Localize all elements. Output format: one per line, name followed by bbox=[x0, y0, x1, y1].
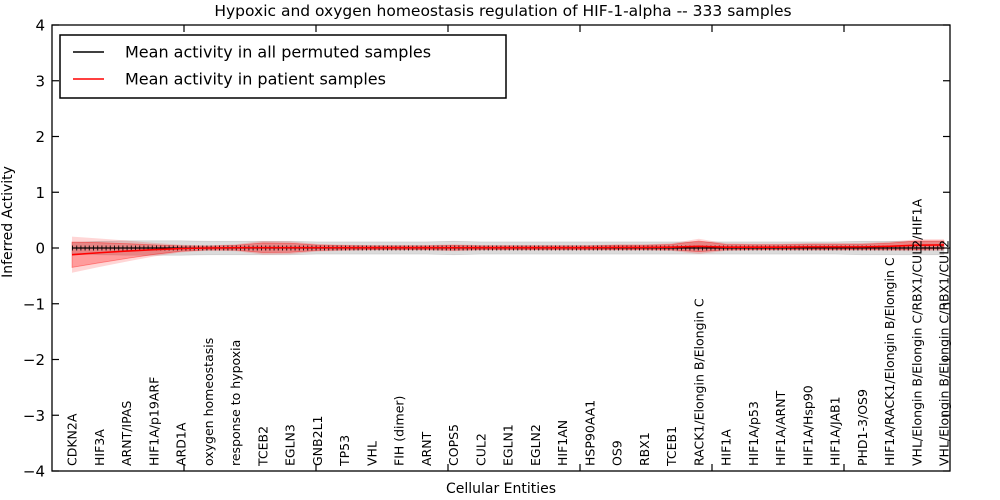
patient-outer-band bbox=[72, 236, 944, 273]
x-tick-label: ARD1A bbox=[174, 422, 189, 466]
y-axis-label: Inferred Activity bbox=[0, 166, 16, 278]
x-tick-label: VHL bbox=[364, 441, 379, 466]
x-tick-label: COPS5 bbox=[446, 424, 461, 466]
x-tick-label: TCEB1 bbox=[664, 426, 679, 467]
x-axis-label: Cellular Entities bbox=[446, 481, 556, 497]
axis-ticks bbox=[52, 24, 950, 472]
x-tick-label: VHL/Elongin B/Elongin C/RBX1/CUL2 bbox=[937, 240, 952, 466]
x-tick-label: HIF1A bbox=[719, 429, 734, 466]
mean-lines bbox=[71, 244, 945, 256]
x-tick-label: FIH (dimer) bbox=[392, 396, 407, 466]
x-tick-label: ARNT bbox=[419, 431, 434, 466]
x-tick-label: HIF1AN bbox=[555, 420, 570, 466]
y-tick-label: 2 bbox=[35, 128, 45, 146]
y-tick-label: 1 bbox=[35, 184, 45, 202]
x-tick-label: CUL2 bbox=[473, 433, 488, 466]
x-tick-label: response to hypoxia bbox=[228, 340, 243, 466]
y-tick-label: −2 bbox=[23, 351, 45, 369]
chart-title: Hypoxic and oxygen homeostasis regulatio… bbox=[214, 2, 791, 20]
x-tick-label: HIF1A/p53 bbox=[746, 401, 761, 466]
patient-mean-line bbox=[71, 244, 945, 256]
y-tick-label: −3 bbox=[23, 407, 45, 425]
y-tick-labels: 4 3 2 1 0 −1 −2 −3 −4 bbox=[23, 17, 45, 481]
x-tick-label: TCEB2 bbox=[255, 426, 270, 467]
x-tick-label: TP53 bbox=[337, 435, 352, 467]
x-tick-label: EGLN3 bbox=[283, 424, 298, 466]
x-tick-label: RBX1 bbox=[637, 432, 652, 466]
x-tick-label: HIF1A/RACK1/Elongin B/Elongin C bbox=[882, 257, 897, 466]
x-tick-label: HIF1A/ARNT bbox=[773, 390, 788, 466]
x-tick-label: RACK1/Elongin B/Elongin C bbox=[691, 298, 706, 466]
x-tick-label: HIF3A bbox=[92, 429, 107, 466]
y-tick-label: −4 bbox=[23, 463, 45, 481]
x-tick-label: VHL/Elongin B/Elongin C/RBX1/CUL2/HIF1A bbox=[909, 198, 924, 466]
y-tick-label: −1 bbox=[23, 295, 45, 313]
legend: Mean activity in all permuted samples Me… bbox=[59, 34, 507, 99]
x-tick-label: OS9 bbox=[610, 440, 625, 466]
y-tick-label: 3 bbox=[35, 72, 45, 90]
x-category-labels: CDKN2A HIF3A ARNT/IPAS HIF1A/p19ARF ARD1A oxy… bbox=[65, 198, 952, 467]
x-tick-label: CDKN2A bbox=[65, 413, 80, 466]
legend-box bbox=[59, 34, 507, 99]
legend-label-permuted: Mean activity in all permuted samples bbox=[125, 43, 431, 62]
y-tick-label: 0 bbox=[35, 240, 45, 258]
x-tick-label: oxygen homeostasis bbox=[201, 338, 216, 466]
x-tick-label: ARNT/IPAS bbox=[119, 401, 134, 466]
legend-label-patient: Mean activity in patient samples bbox=[125, 70, 386, 89]
x-tick-label: EGLN2 bbox=[528, 424, 543, 466]
x-tick-label: HIF1A/JAB1 bbox=[828, 396, 843, 466]
x-tick-label: HSP90AA1 bbox=[582, 400, 597, 466]
y-tick-label: 4 bbox=[35, 17, 45, 35]
x-tick-label: GNB2L1 bbox=[310, 416, 325, 466]
x-tick-label: HIF1A/Hsp90 bbox=[800, 385, 815, 466]
x-tick-label: HIF1A/p19ARF bbox=[146, 377, 161, 466]
x-tick-label: EGLN1 bbox=[501, 424, 516, 466]
x-tick-label: PHD1-3/OS9 bbox=[855, 389, 870, 466]
